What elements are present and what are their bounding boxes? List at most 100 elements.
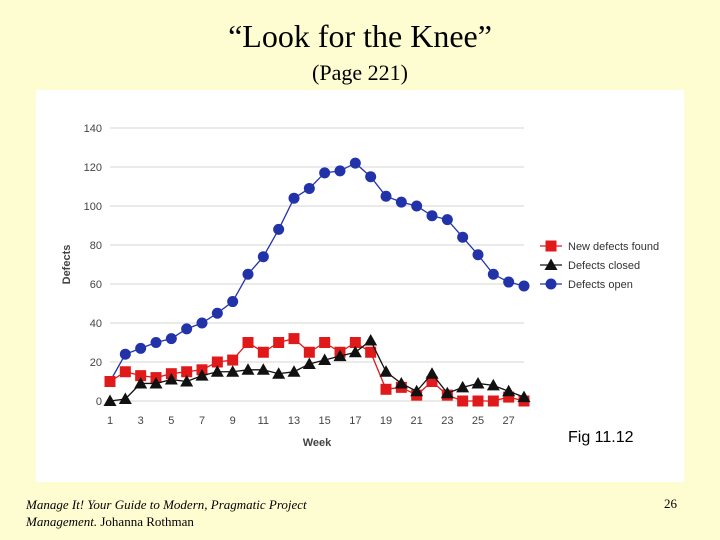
- data-point-circle: [227, 296, 239, 308]
- footer-line-2-author: Johanna Rothman: [97, 514, 194, 529]
- data-point-triangle: [364, 334, 378, 346]
- data-point-triangle: [118, 392, 132, 405]
- legend-entry: New defects found: [568, 241, 659, 253]
- data-point-triangle: [149, 376, 163, 389]
- footer-line-2: Management. Johanna Rothman: [26, 513, 307, 530]
- data-point-circle: [395, 196, 407, 208]
- legend-marker-circle: [545, 278, 557, 290]
- data-point-square: [303, 346, 315, 358]
- data-point-circle: [135, 342, 147, 354]
- data-point-circle: [181, 323, 193, 335]
- data-point-circle: [119, 348, 131, 360]
- data-point-square: [426, 376, 438, 387]
- data-point-triangle: [456, 380, 470, 393]
- data-point-triangle: [180, 375, 194, 387]
- data-point-triangle: [394, 376, 408, 389]
- legend-marker-square: [545, 240, 557, 252]
- data-point-circle: [503, 276, 515, 288]
- data-point-circle: [211, 307, 223, 319]
- data-point-square: [380, 383, 392, 395]
- data-point-circle: [165, 333, 177, 345]
- x-tick-label: 17: [349, 415, 361, 427]
- x-tick-label: 9: [230, 415, 236, 427]
- data-point-square: [288, 333, 300, 345]
- data-point-triangle: [164, 373, 178, 385]
- data-point-triangle: [486, 378, 500, 391]
- legend-marker-triangle: [544, 258, 558, 270]
- data-point-triangle: [379, 365, 393, 377]
- legend-entry: Defects closed: [568, 260, 640, 272]
- data-point-square: [181, 366, 193, 378]
- series-line-circle: [109, 162, 525, 382]
- data-point-square: [365, 346, 377, 358]
- data-point-triangle: [517, 390, 531, 403]
- data-point-triangle: [103, 394, 117, 406]
- x-tick-label: 7: [199, 415, 205, 427]
- data-point-square: [487, 395, 499, 407]
- figure-label: Fig 11.12: [568, 429, 634, 446]
- x-tick-label: 3: [138, 415, 144, 427]
- data-point-triangle: [272, 367, 286, 379]
- data-point-circle: [242, 268, 254, 280]
- data-point-square: [319, 337, 331, 348]
- x-tick-label: 19: [380, 415, 392, 427]
- data-point-circle: [518, 280, 530, 292]
- data-point-circle: [288, 192, 300, 204]
- data-point-circle: [196, 317, 208, 329]
- legend-entry: Defects open: [568, 279, 633, 291]
- data-point-triangle: [226, 365, 240, 377]
- data-point-triangle: [241, 363, 255, 375]
- data-point-triangle: [302, 357, 316, 369]
- data-point-circle: [319, 167, 331, 179]
- data-point-triangle: [333, 349, 347, 362]
- data-point-triangle: [348, 345, 362, 358]
- x-tick-label: 27: [503, 415, 515, 427]
- data-point-circle: [472, 249, 484, 261]
- y-tick-label: 40: [90, 318, 102, 330]
- y-tick-label: 100: [84, 201, 102, 213]
- y-tick-label: 60: [90, 279, 102, 291]
- data-point-square: [211, 356, 223, 368]
- data-point-circle: [257, 251, 269, 263]
- data-point-square: [257, 346, 269, 358]
- data-point-triangle: [410, 384, 424, 397]
- x-tick-label: 15: [319, 415, 331, 427]
- data-point-circle: [457, 231, 469, 243]
- data-point-square: [227, 354, 239, 366]
- data-point-circle: [303, 182, 315, 194]
- y-tick-label: 80: [90, 240, 102, 252]
- x-tick-label: 11: [258, 415, 269, 427]
- slide-title: “Look for the Knee”: [228, 18, 492, 54]
- data-point-circle: [273, 223, 285, 235]
- y-tick-label: 0: [96, 396, 102, 408]
- data-point-circle: [365, 171, 377, 183]
- data-point-triangle: [425, 367, 439, 379]
- page-number: 26: [664, 496, 677, 511]
- x-tick-label: 1: [107, 415, 113, 427]
- data-point-square: [135, 370, 147, 382]
- y-tick-label: 120: [84, 162, 102, 174]
- data-point-circle: [380, 190, 392, 202]
- data-point-triangle: [256, 363, 270, 375]
- data-point-circle: [150, 337, 162, 348]
- data-point-triangle: [287, 365, 301, 377]
- x-tick-label: 5: [168, 415, 174, 427]
- chart-panel: 0 20 40 60 80 100 120 140 1 3 5 7 9 11 13 15 17 19 21 23 25 2…: [36, 90, 684, 482]
- series-line-square: [109, 337, 525, 402]
- data-point-square: [242, 337, 254, 348]
- data-point-square: [119, 366, 131, 378]
- data-point-triangle: [502, 384, 516, 397]
- data-point-triangle: [134, 376, 148, 389]
- data-point-circle: [334, 165, 346, 177]
- data-point-circle: [487, 268, 499, 280]
- data-point-circle: [441, 214, 453, 226]
- data-point-square: [273, 337, 285, 348]
- x-tick-label: 13: [288, 415, 300, 427]
- footer-line-2-italic: Management.: [26, 514, 98, 529]
- data-point-square: [104, 376, 116, 387]
- data-point-triangle: [195, 369, 209, 381]
- y-axis-label: Defects: [61, 245, 73, 285]
- data-point-square: [457, 395, 469, 407]
- data-point-circle: [349, 157, 361, 169]
